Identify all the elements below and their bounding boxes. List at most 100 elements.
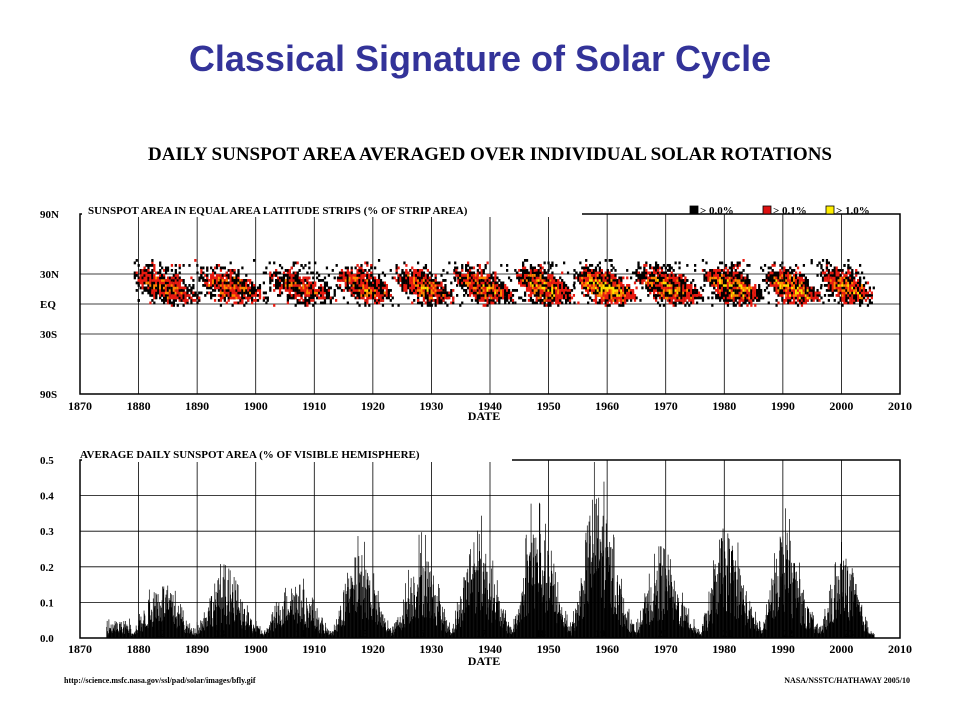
butterfly-cell: [671, 292, 673, 295]
butterfly-cell: [512, 294, 514, 297]
butterfly-cell: [210, 274, 212, 277]
butterfly-cell: [669, 264, 671, 267]
butterfly-cell: [358, 297, 360, 300]
butterfly-cell: [259, 292, 261, 295]
butterfly-cell: [601, 272, 603, 275]
butterfly-cell: [366, 282, 368, 285]
butterfly-cell: [591, 269, 593, 272]
butterfly-cell: [605, 297, 607, 300]
butterfly-cell: [610, 282, 612, 285]
butterfly-cell: [417, 294, 419, 297]
butterfly-cell: [485, 264, 487, 267]
butterfly-cell: [563, 292, 565, 295]
butterfly-cell: [748, 302, 750, 305]
butterfly-cell: [190, 297, 192, 300]
butterfly-cell: [175, 292, 177, 295]
butterfly-cell: [725, 284, 727, 287]
butterfly-cell: [285, 284, 287, 287]
butterfly-cell: [547, 304, 549, 307]
butterfly-cell: [411, 274, 413, 277]
butterfly-cell: [471, 267, 473, 270]
butterfly-cell: [322, 287, 324, 290]
butterfly-cell: [551, 277, 553, 280]
butterfly-cell: [496, 282, 498, 285]
butterfly-cell: [222, 277, 224, 280]
butterfly-cell: [688, 287, 690, 290]
butterfly-cell: [226, 292, 228, 295]
butterfly-cell: [251, 287, 253, 290]
butterfly-cell: [595, 269, 597, 272]
butterfly-cell: [232, 292, 234, 295]
butterfly-cell: [467, 294, 469, 297]
butterfly-cell: [725, 299, 727, 302]
butterfly-cell: [306, 299, 308, 302]
butterfly-cell: [222, 294, 224, 297]
butterfly-cell: [742, 302, 744, 305]
butterfly-cell: [370, 294, 372, 297]
butterfly-cell: [161, 287, 163, 290]
butterfly-cell: [603, 277, 605, 280]
butterfly-cell: [388, 289, 390, 292]
butterfly-cell: [163, 302, 165, 305]
butterfly-cell: [485, 297, 487, 300]
butterfly-cell: [463, 277, 465, 280]
butterfly-cell: [304, 289, 306, 292]
butterfly-cell: [235, 274, 237, 277]
butterfly-cell: [748, 299, 750, 302]
butterfly-cell: [591, 282, 593, 285]
butterfly-cell: [549, 279, 551, 282]
butterfly-cell: [787, 269, 789, 272]
butterfly-cell: [490, 299, 492, 302]
butterfly-cell: [230, 262, 232, 265]
butterfly-cell: [222, 284, 224, 287]
butterfly-cell: [688, 297, 690, 300]
butterfly-cell: [220, 294, 222, 297]
butterfly-cell: [457, 272, 459, 275]
butterfly-cell: [415, 269, 417, 272]
butterfly-cell: [467, 284, 469, 287]
butterfly-cell: [791, 289, 793, 292]
butterfly-cell: [624, 287, 626, 290]
butterfly-cell: [504, 289, 506, 292]
butterfly-cell: [675, 302, 677, 305]
butterfly-cell: [601, 294, 603, 297]
butterfly-cell: [469, 279, 471, 282]
butterfly-cell: [161, 289, 163, 292]
butterfly-cell: [380, 297, 382, 300]
butterfly-cell: [169, 289, 171, 292]
butterfly-cell: [455, 269, 457, 272]
butterfly-cell: [758, 299, 760, 302]
butterfly-cell: [688, 299, 690, 302]
butterfly-cell: [746, 304, 748, 307]
butterfly-cell: [171, 292, 173, 295]
butterfly-cell: [626, 297, 628, 300]
butterfly-cell: [506, 287, 508, 290]
butterfly-cell: [731, 274, 733, 277]
butterfly-cell: [678, 267, 680, 270]
butterfly-cell: [542, 282, 544, 285]
butterfly-cell: [465, 289, 467, 292]
butterfly-cell: [143, 267, 145, 270]
butterfly-cell: [444, 294, 446, 297]
butterfly-cell: [403, 277, 405, 280]
butterfly-cell: [733, 289, 735, 292]
butterfly-cell: [175, 284, 177, 287]
butterfly-cell: [287, 277, 289, 280]
butterfly-cell: [161, 294, 163, 297]
butterfly-cell: [609, 299, 611, 302]
butterfly-cell: [149, 289, 151, 292]
butterfly-cell: [421, 274, 423, 277]
butterfly-cell: [729, 279, 731, 282]
butterfly-cell: [787, 272, 789, 275]
butterfly-cell: [239, 302, 241, 305]
butterfly-cell: [684, 299, 686, 302]
butterfly-cell: [740, 277, 742, 280]
butterfly-cell: [235, 292, 237, 295]
butterfly-cell: [473, 294, 475, 297]
butterfly-cell: [735, 289, 737, 292]
butterfly-cell: [401, 284, 403, 287]
butterfly-cell: [356, 289, 358, 292]
butterfly-cell: [314, 294, 316, 297]
butterfly-cell: [300, 279, 302, 282]
butterfly-cell: [555, 264, 557, 267]
